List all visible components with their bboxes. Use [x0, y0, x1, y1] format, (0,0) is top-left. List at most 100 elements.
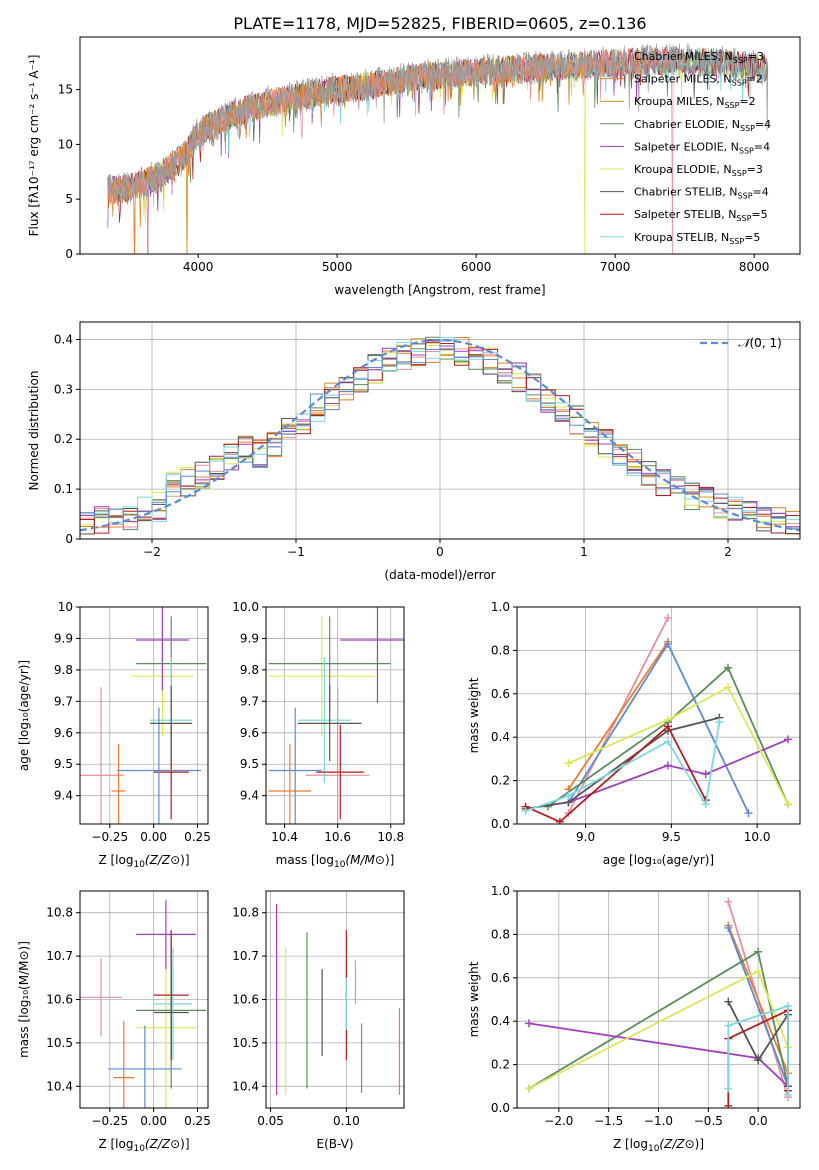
y-tick-label: 10.6: [46, 993, 73, 1007]
y-tick-label: 0.4: [491, 730, 510, 744]
weight-series-line: [525, 721, 721, 812]
x-tick-label: 0.25: [184, 1114, 211, 1128]
plot-area-mass-vs-Z: [80, 899, 207, 1108]
weight-marker: [783, 735, 792, 744]
legend-label-tail: =4: [755, 118, 771, 131]
x-axis-label-end: )]: [180, 853, 189, 867]
histogram-series: [80, 336, 800, 539]
x-tick-label: 0.05: [257, 1114, 284, 1128]
axes-frame: [516, 606, 801, 825]
legend-label-sub: SSP: [733, 56, 748, 65]
x-axis-label-main: Z [log: [98, 1137, 133, 1151]
weight-marker: [663, 761, 672, 770]
y-tick-label: 0.2: [54, 432, 73, 446]
legend-entry: Chabrier ELODIE, NSSP=4: [634, 118, 771, 133]
legend-label-sub: SSP: [724, 101, 739, 110]
axes-frame: [79, 606, 209, 825]
legend-label-tail: =5: [751, 208, 767, 221]
legend-label-sub: SSP: [738, 192, 753, 201]
weight-series-line: [567, 641, 669, 790]
x-axis-label-main: Z [log: [98, 853, 133, 867]
y-tick-label: 9.4: [240, 789, 259, 803]
legend-label-sub: SSP: [739, 146, 754, 155]
y-tick-label: 10.4: [232, 1079, 259, 1093]
y-tick-label: 0.3: [54, 382, 73, 396]
weight-series-line: [727, 925, 789, 1074]
weight-marker: [663, 613, 672, 622]
y-tick-label: 9.6: [54, 726, 73, 740]
y-tick-label: 9.8: [54, 663, 73, 677]
x-axis-label-sub: 10: [133, 860, 145, 870]
legend-label: Kroupa STELIB, N: [634, 231, 729, 244]
x-tick-label: −1.5: [594, 1114, 623, 1128]
x-axis-label-tail: (M/M: [345, 853, 375, 867]
legend-label: 𝒩: [738, 336, 753, 350]
x-axis-label-end: )]: [385, 853, 394, 867]
x-tick-label: −0.25: [91, 1114, 128, 1128]
legend-entry: 𝒩(0, 1): [738, 336, 782, 350]
figure-title: PLATE=1178, MJD=52825, FIBERID=0605, z=0…: [233, 14, 646, 33]
legend-entry: Salpeter MILES, NSSP=2: [634, 73, 763, 88]
x-tick-label: 10.0: [744, 830, 771, 844]
x-tick-label: −1: [287, 545, 305, 559]
x-tick-label: 9.5: [662, 830, 681, 844]
panel-spectrum: 4000 5000 6000 7000 8000 0 5 10 15 wavelength [An…: [27, 36, 801, 297]
y-axis-label: mass [log₁₀(M/M⊙)]: [17, 941, 31, 1058]
weight-marker: [715, 718, 724, 727]
legend-entry: Salpeter STELIB, NSSP=5: [634, 208, 768, 223]
x-tick-label: 2: [724, 545, 732, 559]
y-tick-label: 0.4: [54, 332, 73, 346]
normal-reference-curve: [80, 338, 800, 532]
weight-marker: [744, 809, 753, 818]
x-axis-label-end: )]: [180, 1137, 189, 1151]
y-tick-label: 10.4: [46, 1079, 73, 1093]
weight-marker: [724, 1084, 733, 1093]
y-axis-label: Normed distribution: [27, 371, 41, 491]
weight-marker: [663, 737, 672, 746]
y-tick-label: 9.9: [54, 631, 73, 645]
y-tick-label: 10.7: [232, 949, 259, 963]
panel-mass-vs-Z: −0.25 0.00 0.25 10.4 10.5 10.6 10.7 10.8 Z [log1…: [17, 890, 211, 1154]
plot-area-mass-vs-EBV: [276, 904, 401, 1095]
panel-mass-vs-EBV: 0.05 0.10 10.4 10.5 10.6 10.7 10.8 E(B-V): [232, 890, 405, 1151]
x-axis-label-odot: ⊙: [170, 1137, 180, 1151]
y-axis-label: mass weight: [467, 961, 481, 1037]
y-tick-label: 1.0: [491, 600, 510, 614]
x-tick-label: −0.5: [694, 1114, 723, 1128]
weight-marker: [754, 947, 763, 956]
weight-marker: [724, 1021, 733, 1030]
histogram-series: [80, 340, 800, 539]
x-tick-label: 0.25: [184, 830, 211, 844]
x-tick-label: 0: [436, 545, 444, 559]
plot-area-age-vs-Z: [80, 607, 207, 824]
x-tick-label: 0.00: [140, 1114, 167, 1128]
weight-series-line: [568, 686, 789, 805]
legend-label-tail: =2: [747, 73, 763, 86]
legend-entry: Kroupa MILES, NSSP=2: [634, 95, 756, 110]
y-tick-label: 9.7: [54, 694, 73, 708]
weight-series-line: [525, 724, 707, 823]
x-tick-label: 5000: [322, 260, 353, 274]
x-axis-label-odot: ⊙: [375, 853, 385, 867]
observed-spectrum-line: [107, 43, 769, 207]
legend-label: Salpeter STELIB, N: [634, 208, 736, 221]
x-tick-label: 1: [580, 545, 588, 559]
legend-label-sub: SSP: [740, 124, 755, 133]
weight-marker: [701, 800, 710, 809]
y-tick-label: 0.6: [491, 971, 510, 985]
y-tick-label: 10.5: [46, 1036, 73, 1050]
x-axis-label-sub: 10: [334, 860, 346, 870]
weight-series-line: [547, 666, 789, 808]
y-tick-label: 10.6: [232, 993, 259, 1007]
weight-marker: [723, 663, 732, 672]
x-axis-label-sub: 10: [648, 1144, 660, 1154]
y-tick-label: 9.4: [54, 789, 73, 803]
y-tick-label: 0.6: [491, 687, 510, 701]
panel-age-vs-mass: 10.4 10.6 10.8 9.4 9.5 9.6 9.7 9.8 9.9 10.0 mass […: [232, 600, 405, 870]
weight-marker: [754, 967, 763, 976]
legend-entry: Kroupa STELIB, NSSP=5: [634, 231, 760, 246]
weight-series-line: [568, 738, 789, 804]
x-tick-label: −2.0: [544, 1114, 573, 1128]
y-tick-label: 5: [65, 192, 73, 206]
